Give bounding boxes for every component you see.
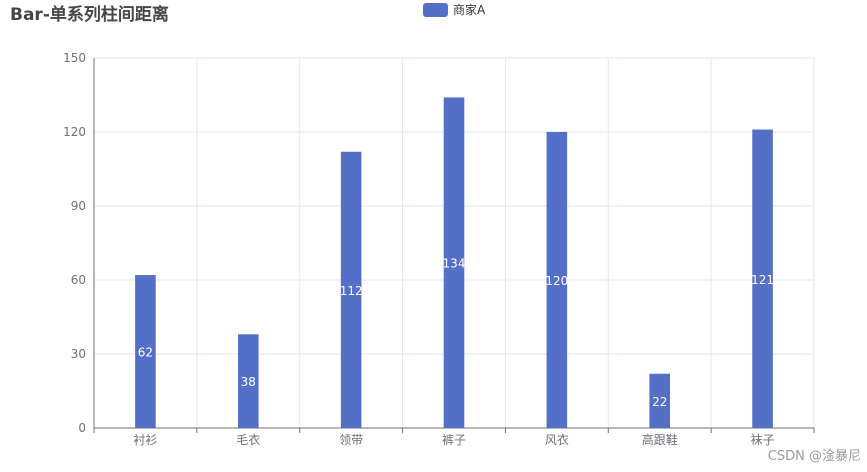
x-tick-label: 风衣: [545, 432, 569, 447]
y-tick-label: 90: [71, 199, 86, 213]
x-tick-label: 高跟鞋: [642, 432, 678, 447]
bar: [546, 132, 568, 428]
bar-value-label: 112: [340, 284, 363, 298]
legend-swatch[interactable]: [423, 2, 448, 17]
bar-value-label: 120: [545, 274, 568, 288]
bar-value-label: 22: [652, 395, 667, 409]
y-tick-label: 30: [71, 347, 86, 361]
legend-label[interactable]: 商家A: [453, 3, 486, 17]
bar: [135, 275, 156, 428]
x-tick-label: 领带: [339, 433, 363, 447]
x-tick-label: 衬衫: [133, 433, 157, 447]
legend[interactable]: 商家A: [423, 1, 485, 18]
x-tick-label: 毛衣: [236, 432, 260, 447]
y-tick-label: 60: [71, 273, 86, 287]
bar: [340, 151, 362, 428]
bar-value-label: 62: [138, 346, 153, 360]
y-tick-label: 120: [63, 125, 86, 139]
chart-title: Bar-单系列柱间距离: [10, 5, 169, 25]
bar: [752, 129, 773, 429]
y-tick-label: 150: [63, 51, 86, 65]
bar: [238, 334, 259, 428]
bar: [443, 97, 465, 428]
bar: [649, 373, 670, 428]
watermark: CSDN @淦暴尼: [767, 449, 861, 464]
y-tick-label: 0: [78, 421, 86, 435]
bar-value-label: 121: [751, 273, 774, 287]
x-tick-label: 袜子: [751, 433, 775, 447]
bar-value-label: 38: [241, 375, 256, 389]
x-tick-label: 裤子: [442, 433, 466, 447]
bar-value-label: 134: [443, 257, 466, 271]
